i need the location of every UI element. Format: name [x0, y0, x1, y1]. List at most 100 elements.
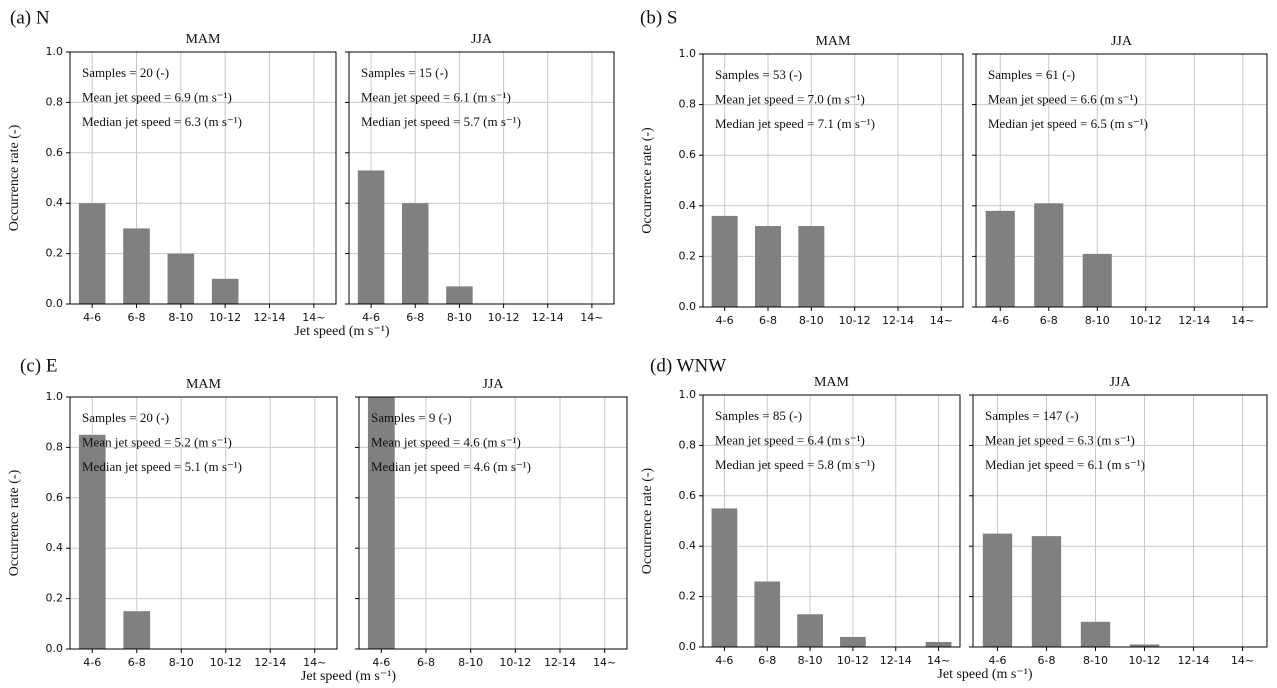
y-tick-label: 0.0 — [46, 297, 64, 310]
y-tick-label: 1.0 — [46, 45, 64, 58]
bar — [367, 397, 395, 649]
x-tick-label: 4-6 — [989, 654, 1007, 667]
x-tick-label: 14~ — [302, 311, 325, 324]
bar — [985, 210, 1015, 307]
annotation: Median jet speed = 7.1 (m s⁻¹) — [715, 116, 875, 131]
annotation: Mean jet speed = 7.0 (m s⁻¹) — [715, 91, 865, 106]
bar — [1080, 621, 1111, 647]
x-tick-label: 14~ — [930, 314, 953, 327]
bar — [1031, 536, 1062, 647]
x-tick-label: 4-6 — [716, 314, 734, 327]
annotation: Samples = 20 (-) — [82, 65, 169, 80]
x-tick-label: 14~ — [1231, 314, 1254, 327]
annotation: Samples = 53 (-) — [715, 67, 802, 82]
x-tick-label: 14~ — [580, 311, 603, 324]
x-axis-label: Jet speed (m s⁻¹) — [937, 667, 1033, 682]
x-tick-label: 12-14 — [254, 656, 286, 669]
x-tick-label: 6-8 — [128, 656, 146, 669]
x-tick-label: 6-8 — [1038, 654, 1056, 667]
bar — [925, 641, 952, 647]
x-tick-label: 4-6 — [991, 314, 1009, 327]
x-tick-label: 12-14 — [1178, 654, 1210, 667]
annotation: Samples = 61 (-) — [988, 67, 1075, 82]
x-tick-label: 6-8 — [759, 314, 777, 327]
bar — [755, 226, 781, 307]
subplot-title: JJA — [1109, 375, 1131, 390]
x-tick-label: 8-10 — [799, 314, 824, 327]
bar — [78, 434, 106, 649]
bar — [123, 611, 151, 649]
annotation: Mean jet speed = 6.3 (m s⁻¹) — [985, 432, 1135, 447]
annotation: Mean jet speed = 6.1 (m s⁻¹) — [361, 89, 511, 104]
bar — [711, 508, 738, 647]
axes-frame — [358, 396, 628, 650]
annotation: Median jet speed = 5.7 (m s⁻¹) — [361, 114, 521, 129]
x-tick-label: 12-14 — [882, 314, 914, 327]
y-tick-label: 0.4 — [46, 541, 64, 554]
panel-label: (c) E — [20, 355, 57, 376]
annotation: Median jet speed = 4.6 (m s⁻¹) — [371, 459, 531, 474]
y-tick-label: 0.8 — [46, 440, 64, 453]
x-tick-label: 4-6 — [715, 654, 733, 667]
y-tick-label: 0.0 — [679, 640, 697, 653]
annotation: Median jet speed = 6.3 (m s⁻¹) — [82, 114, 242, 129]
x-tick-label: 14~ — [1231, 654, 1254, 667]
annotation: Median jet speed = 5.8 (m s⁻¹) — [715, 457, 875, 472]
x-tick-label: 10-12 — [210, 656, 242, 669]
x-tick-label: 8-10 — [798, 654, 823, 667]
x-tick-label: 10-12 — [1130, 314, 1162, 327]
annotation: Mean jet speed = 6.4 (m s⁻¹) — [715, 432, 865, 447]
bar — [711, 215, 738, 307]
annotation: Mean jet speed = 4.6 (m s⁻¹) — [371, 434, 521, 449]
axes-frame — [975, 53, 1268, 308]
y-tick-label: 0.8 — [46, 95, 64, 108]
x-axis-label: Jet speed (m s⁻¹) — [294, 324, 390, 339]
axes-frame — [348, 51, 615, 305]
y-tick-label: 0.6 — [679, 148, 697, 161]
bar — [1129, 644, 1160, 647]
bar — [982, 533, 1013, 647]
x-tick-label: 4-6 — [372, 656, 390, 669]
y-tick-label: 1.0 — [679, 47, 697, 60]
bar — [1034, 203, 1064, 307]
subplot-title: JJA — [471, 32, 493, 47]
y-tick-label: 0.6 — [679, 489, 697, 502]
bar — [840, 636, 866, 647]
annotation: Samples = 9 (-) — [371, 410, 452, 425]
x-tick-label: 12-14 — [544, 656, 576, 669]
x-tick-label: 6-8 — [1040, 314, 1058, 327]
y-tick-label: 0.2 — [679, 590, 697, 603]
x-tick-label: 4-6 — [362, 311, 380, 324]
x-tick-label: 8-10 — [447, 311, 472, 324]
subplot-title: JJA — [482, 377, 504, 392]
bar — [754, 581, 781, 647]
annotation: Mean jet speed = 5.2 (m s⁻¹) — [82, 434, 232, 449]
x-tick-label: 14~ — [927, 654, 950, 667]
bar — [167, 253, 195, 304]
y-axis-label: Occurrence rate (-) — [7, 469, 22, 576]
x-tick-label: 8-10 — [458, 656, 483, 669]
y-tick-label: 0.0 — [679, 300, 697, 313]
bar — [446, 286, 473, 304]
panel-label: (b) S — [640, 7, 677, 28]
y-axis-label: Occurrence rate (-) — [640, 467, 655, 574]
bar — [798, 226, 825, 307]
x-tick-label: 10-12 — [837, 654, 869, 667]
annotation: Samples = 147 (-) — [985, 408, 1079, 423]
panel-label: (a) N — [10, 7, 50, 28]
x-tick-label: 6-8 — [417, 656, 435, 669]
subplot-title: JJA — [1111, 34, 1133, 49]
x-axis-label: Jet speed (m s⁻¹) — [301, 669, 397, 684]
x-tick-label: 8-10 — [1085, 314, 1110, 327]
x-tick-label: 6-8 — [758, 654, 776, 667]
x-tick-label: 8-10 — [169, 656, 194, 669]
bar — [1082, 253, 1112, 307]
y-tick-label: 0.4 — [46, 196, 64, 209]
x-tick-label: 8-10 — [1083, 654, 1108, 667]
subplot-title: MAM — [186, 377, 222, 392]
bar — [357, 170, 385, 304]
bar — [78, 203, 106, 304]
y-tick-label: 0.6 — [46, 146, 64, 159]
subplot-title: MAM — [185, 32, 221, 47]
